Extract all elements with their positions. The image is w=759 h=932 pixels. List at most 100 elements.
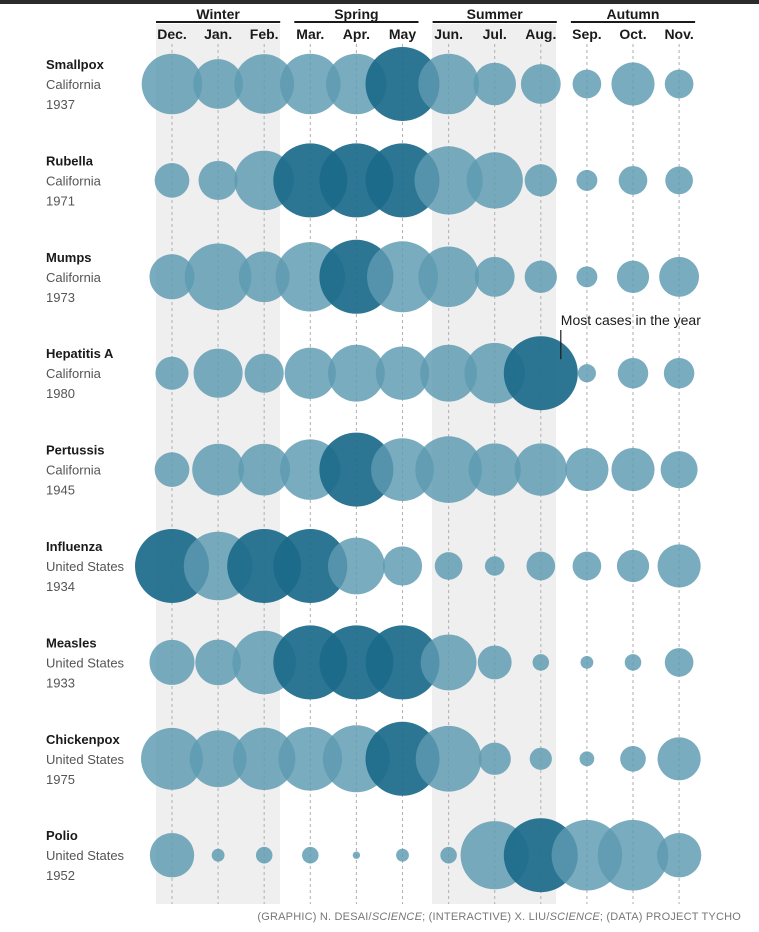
month-label-jul: Jul. bbox=[483, 26, 507, 42]
bubble-polio-jan[interactable] bbox=[211, 848, 225, 862]
bubble-chickenpox-feb[interactable] bbox=[233, 727, 296, 790]
bubble-rubella-jan[interactable] bbox=[198, 160, 238, 200]
bubble-smallpox-jul[interactable] bbox=[473, 62, 516, 106]
row-label-disease-pertussis: Pertussis bbox=[46, 443, 105, 458]
row-label-year-mumps: 1973 bbox=[46, 290, 75, 305]
bubble-mumps-jul[interactable] bbox=[474, 256, 515, 297]
bubble-hepatitis-a-jan[interactable] bbox=[193, 348, 243, 398]
bubble-pertussis-oct[interactable] bbox=[611, 448, 655, 492]
bubble-measles-nov[interactable] bbox=[664, 648, 694, 677]
bubble-mumps-dec[interactable] bbox=[149, 254, 195, 300]
bubble-smallpox-mar[interactable] bbox=[280, 53, 341, 115]
row-label-year-influenza: 1934 bbox=[46, 579, 75, 594]
bubble-chickenpox-oct[interactable] bbox=[620, 745, 646, 772]
bubble-mumps-feb[interactable] bbox=[238, 251, 290, 303]
bubble-chickenpox-aug[interactable] bbox=[529, 747, 552, 770]
bubble-hepatitis-a-may[interactable] bbox=[375, 346, 430, 400]
bubble-polio-nov[interactable] bbox=[656, 833, 702, 878]
bubble-pertussis-nov[interactable] bbox=[660, 451, 698, 489]
bubble-polio-may[interactable] bbox=[396, 848, 409, 862]
bubble-smallpox-feb[interactable] bbox=[234, 54, 295, 114]
bubble-chickenpox-sep[interactable] bbox=[579, 751, 595, 767]
bubble-pertussis-jan[interactable] bbox=[192, 443, 245, 496]
bubble-chickenpox-jun[interactable] bbox=[415, 725, 482, 792]
bubble-mumps-sep[interactable] bbox=[576, 266, 598, 288]
bubble-hepatitis-a-apr[interactable] bbox=[327, 344, 385, 402]
bubble-pertussis-aug[interactable] bbox=[514, 443, 567, 496]
bubble-hepatitis-a-sep[interactable] bbox=[577, 364, 596, 383]
bubble-smallpox-jun[interactable] bbox=[418, 53, 479, 115]
bubble-chickenpox-nov[interactable] bbox=[657, 737, 701, 781]
bubble-chickenpox-dec[interactable] bbox=[141, 727, 203, 790]
bubble-influenza-sep[interactable] bbox=[572, 551, 602, 581]
bubble-measles-may[interactable] bbox=[365, 625, 440, 700]
bubble-measles-sep[interactable] bbox=[580, 655, 594, 669]
bubble-polio-mar[interactable] bbox=[302, 846, 319, 864]
bubble-hepatitis-a-nov[interactable] bbox=[663, 357, 695, 389]
bubble-hepatitis-a-oct[interactable] bbox=[617, 357, 649, 389]
bubble-hepatitis-a-jun[interactable] bbox=[420, 344, 478, 402]
bubble-chickenpox-mar[interactable] bbox=[278, 726, 343, 791]
bubble-polio-apr[interactable] bbox=[352, 851, 361, 859]
bubble-influenza-aug[interactable] bbox=[526, 551, 556, 581]
bubble-rubella-jul[interactable] bbox=[466, 152, 523, 209]
bubble-smallpox-aug[interactable] bbox=[520, 64, 561, 104]
bubble-measles-dec[interactable] bbox=[149, 639, 195, 685]
bubble-pertussis-sep[interactable] bbox=[565, 448, 609, 492]
row-label-disease-chickenpox: Chickenpox bbox=[46, 732, 120, 747]
bubble-influenza-jun[interactable] bbox=[434, 552, 463, 580]
bubble-polio-dec[interactable] bbox=[149, 833, 195, 878]
bubble-chickenpox-jan[interactable] bbox=[189, 730, 247, 788]
bubble-pertussis-feb[interactable] bbox=[238, 443, 291, 496]
bubble-rubella-aug[interactable] bbox=[524, 164, 557, 197]
bubble-measles-oct[interactable] bbox=[624, 654, 642, 671]
bubble-measles-jun[interactable] bbox=[420, 634, 477, 691]
bubble-polio-feb[interactable] bbox=[255, 846, 273, 864]
bubble-rubella-dec[interactable] bbox=[154, 163, 190, 198]
bubble-influenza-mar[interactable] bbox=[273, 529, 348, 603]
bubble-chickenpox-may[interactable] bbox=[365, 721, 440, 796]
bubble-polio-oct[interactable] bbox=[597, 819, 669, 891]
bubble-measles-jan[interactable] bbox=[195, 639, 241, 686]
row-label-year-hepatitis-a: 1980 bbox=[46, 386, 75, 401]
bubble-smallpox-dec[interactable] bbox=[141, 53, 203, 115]
bubble-mumps-jan[interactable] bbox=[184, 243, 252, 311]
row-label-year-rubella: 1971 bbox=[46, 193, 75, 208]
row-label-place-smallpox: California bbox=[46, 77, 102, 92]
bubble-influenza-nov[interactable] bbox=[657, 544, 701, 588]
bubble-rubella-sep[interactable] bbox=[576, 169, 598, 191]
bubble-smallpox-may[interactable] bbox=[365, 47, 440, 121]
bubble-mumps-oct[interactable] bbox=[616, 260, 650, 293]
bubble-rubella-jun[interactable] bbox=[414, 146, 483, 215]
bubble-hepatitis-a-dec[interactable] bbox=[155, 356, 189, 390]
bubble-smallpox-sep[interactable] bbox=[572, 69, 602, 99]
bubble-polio-jun[interactable] bbox=[440, 846, 457, 864]
bubble-chickenpox-jul[interactable] bbox=[478, 742, 511, 775]
bubble-pertussis-may[interactable] bbox=[371, 438, 434, 501]
bubble-measles-jul[interactable] bbox=[477, 645, 512, 680]
bubble-smallpox-oct[interactable] bbox=[611, 62, 655, 106]
bubble-measles-aug[interactable] bbox=[532, 654, 550, 671]
row-label-place-rubella: California bbox=[46, 173, 102, 188]
bubble-pertussis-jun[interactable] bbox=[415, 436, 482, 503]
bubble-pertussis-apr[interactable] bbox=[319, 432, 394, 507]
bubble-influenza-apr[interactable] bbox=[327, 537, 385, 595]
row-label-place-influenza: United States bbox=[46, 559, 125, 574]
bubble-rubella-oct[interactable] bbox=[618, 166, 648, 195]
bubble-pertussis-dec[interactable] bbox=[154, 452, 190, 487]
bubble-influenza-oct[interactable] bbox=[616, 549, 650, 583]
bubble-pertussis-jul[interactable] bbox=[468, 443, 521, 496]
bubble-mumps-nov[interactable] bbox=[659, 256, 700, 297]
bubble-mumps-may[interactable] bbox=[367, 241, 438, 313]
bubble-hepatitis-a-aug[interactable] bbox=[503, 336, 578, 411]
bubble-mumps-aug[interactable] bbox=[524, 260, 557, 293]
bubble-influenza-may[interactable] bbox=[382, 546, 423, 586]
bubble-hepatitis-a-feb[interactable] bbox=[244, 353, 284, 393]
bubble-smallpox-nov[interactable] bbox=[664, 69, 694, 99]
bubble-influenza-jul[interactable] bbox=[484, 556, 505, 576]
bubble-mumps-jun[interactable] bbox=[418, 246, 479, 308]
bubble-hepatitis-a-mar[interactable] bbox=[284, 347, 336, 399]
bubble-smallpox-jan[interactable] bbox=[193, 59, 243, 109]
bubble-rubella-nov[interactable] bbox=[665, 166, 693, 195]
